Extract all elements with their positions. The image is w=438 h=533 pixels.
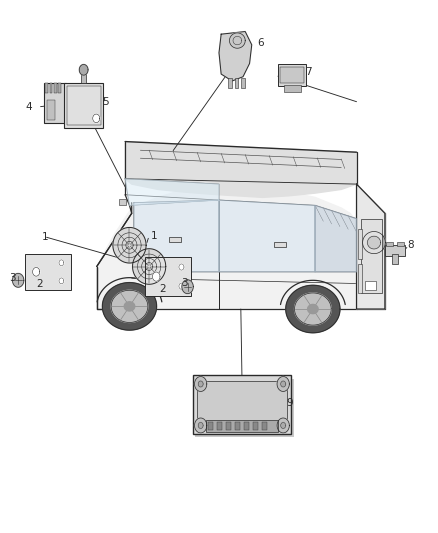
Polygon shape [133,249,166,284]
Polygon shape [281,381,286,387]
Bar [386,242,393,246]
Bar [262,422,267,430]
Bar [226,422,231,430]
Polygon shape [230,33,245,48]
Bar [280,67,304,83]
Polygon shape [219,200,315,272]
Polygon shape [315,205,357,272]
Polygon shape [307,304,318,313]
Bar [45,83,48,93]
Polygon shape [367,236,381,249]
Polygon shape [286,285,340,333]
Polygon shape [357,184,385,309]
Polygon shape [93,114,100,123]
Bar [208,422,213,430]
Polygon shape [152,272,160,281]
Bar [365,281,376,290]
Polygon shape [97,187,385,309]
Text: 2: 2 [159,285,166,294]
Text: 3: 3 [181,278,187,288]
Bar [217,422,222,430]
Polygon shape [277,418,289,433]
Polygon shape [13,273,24,287]
Text: 1: 1 [42,232,49,242]
Polygon shape [125,179,219,205]
Polygon shape [59,260,64,265]
Text: 5: 5 [102,96,109,107]
Polygon shape [219,31,252,81]
Bar [235,422,240,430]
Bar [193,375,291,434]
Bar [206,420,278,432]
Polygon shape [277,376,289,391]
Text: 6: 6 [257,38,264,48]
Bar [244,422,249,430]
Polygon shape [281,423,286,429]
Bar [49,83,52,93]
Polygon shape [111,290,148,322]
Bar [195,378,293,437]
Polygon shape [198,423,203,429]
Text: 9: 9 [286,398,293,408]
Polygon shape [125,142,357,197]
Polygon shape [59,278,64,284]
Bar [169,237,181,242]
Bar [241,78,245,88]
Polygon shape [182,280,193,294]
Bar [361,219,382,293]
Bar [397,242,404,246]
Bar [197,381,287,424]
Bar [25,254,71,290]
Bar [46,100,55,120]
Bar [358,264,362,293]
Bar [44,83,66,123]
Polygon shape [79,64,88,75]
Polygon shape [32,268,40,276]
Polygon shape [113,228,146,263]
Polygon shape [194,418,207,433]
Bar [392,254,398,264]
Polygon shape [179,283,184,289]
Bar [274,242,286,247]
Text: 3: 3 [9,273,15,283]
Polygon shape [134,200,219,272]
Text: 8: 8 [407,240,413,250]
Bar [358,229,362,259]
Polygon shape [124,302,135,311]
Polygon shape [294,293,331,325]
Bar [119,199,127,205]
Bar [235,78,238,88]
Text: 7: 7 [305,68,312,77]
Bar [284,85,300,92]
Polygon shape [363,231,385,254]
Bar [81,71,86,83]
Text: 1: 1 [151,231,158,241]
Bar [54,83,57,93]
Bar [278,64,306,86]
Bar [64,83,103,128]
Polygon shape [198,381,203,387]
Text: 4: 4 [26,102,32,112]
Bar [228,78,232,88]
Polygon shape [179,264,184,270]
Bar [145,257,191,296]
Polygon shape [102,282,156,330]
Text: 2: 2 [36,279,42,288]
Polygon shape [194,376,207,391]
Bar [58,83,61,93]
Bar [385,245,405,256]
Bar [67,86,101,125]
Bar [253,422,258,430]
